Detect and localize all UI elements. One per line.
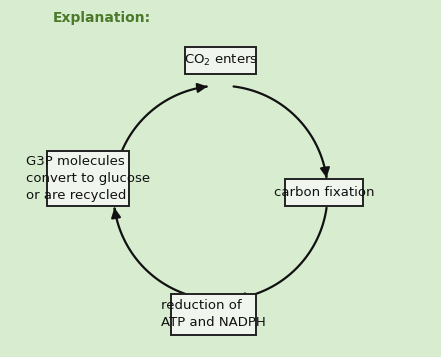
Text: carbon fixation: carbon fixation bbox=[274, 186, 374, 199]
Text: G3P molecules
convert to glucose
or are recycled: G3P molecules convert to glucose or are … bbox=[26, 155, 150, 202]
Text: CO$_2$ enters: CO$_2$ enters bbox=[183, 53, 258, 68]
Text: Explanation:: Explanation: bbox=[53, 11, 151, 25]
Text: reduction of
ATP and NADPH: reduction of ATP and NADPH bbox=[161, 299, 266, 329]
FancyBboxPatch shape bbox=[285, 179, 363, 206]
FancyBboxPatch shape bbox=[171, 293, 256, 335]
FancyBboxPatch shape bbox=[47, 151, 130, 206]
FancyBboxPatch shape bbox=[185, 47, 256, 74]
